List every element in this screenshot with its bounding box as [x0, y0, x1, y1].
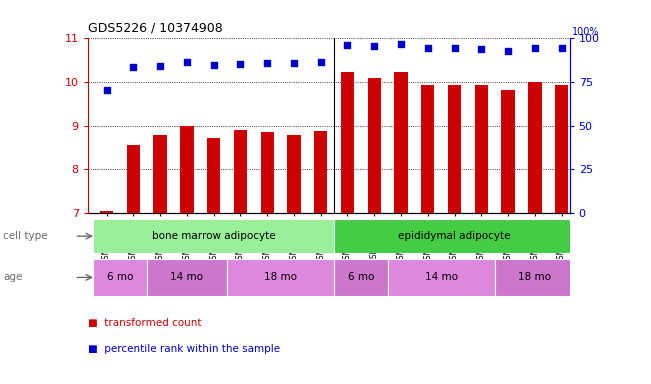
Point	[476, 46, 486, 52]
Bar	[395, 72, 408, 213]
Text: age: age	[3, 272, 23, 283]
Bar	[180, 126, 193, 213]
Text: epididymal adipocyte: epididymal adipocyte	[398, 231, 511, 241]
Bar	[154, 136, 167, 213]
Bar	[260, 132, 274, 213]
Bar	[368, 78, 381, 213]
Bar	[207, 138, 220, 213]
Text: 18 mo: 18 mo	[518, 272, 551, 283]
Point	[503, 48, 513, 54]
Point	[208, 63, 219, 69]
Point	[316, 58, 326, 65]
Text: bone marrow adipocyte: bone marrow adipocyte	[152, 231, 275, 241]
Text: 14 mo: 14 mo	[424, 272, 458, 283]
Bar	[227, 259, 334, 296]
Text: GDS5226 / 10374908: GDS5226 / 10374908	[88, 22, 223, 35]
Text: ■  percentile rank within the sample: ■ percentile rank within the sample	[88, 344, 280, 354]
Point	[102, 87, 112, 93]
Point	[235, 61, 245, 67]
Point	[557, 45, 567, 51]
Bar	[475, 85, 488, 213]
Bar	[501, 90, 515, 213]
Bar	[314, 131, 327, 213]
Bar	[341, 73, 354, 213]
Text: 6 mo: 6 mo	[107, 272, 133, 283]
Point	[182, 60, 192, 66]
Point	[128, 64, 139, 70]
Bar	[287, 136, 301, 213]
Text: 100%: 100%	[572, 26, 600, 36]
Bar	[334, 219, 575, 253]
Bar	[421, 85, 434, 213]
Bar	[146, 259, 227, 296]
Point	[369, 43, 380, 49]
Point	[262, 60, 272, 66]
Bar	[127, 146, 140, 213]
Point	[530, 45, 540, 51]
Bar	[448, 85, 461, 213]
Bar	[495, 259, 575, 296]
Text: cell type: cell type	[3, 231, 48, 241]
Bar	[93, 219, 334, 253]
Bar	[100, 211, 113, 213]
Point	[342, 42, 353, 48]
Point	[422, 45, 433, 51]
Bar	[528, 82, 542, 213]
Point	[396, 41, 406, 47]
Text: 14 mo: 14 mo	[171, 272, 203, 283]
Bar	[93, 259, 146, 296]
Point	[155, 63, 165, 69]
Bar	[234, 130, 247, 213]
Bar	[555, 85, 568, 213]
Point	[289, 60, 299, 66]
Text: ■  transformed count: ■ transformed count	[88, 318, 201, 328]
Text: 18 mo: 18 mo	[264, 272, 297, 283]
Text: 6 mo: 6 mo	[348, 272, 374, 283]
Point	[449, 45, 460, 51]
Bar	[334, 259, 387, 296]
Bar	[387, 259, 495, 296]
